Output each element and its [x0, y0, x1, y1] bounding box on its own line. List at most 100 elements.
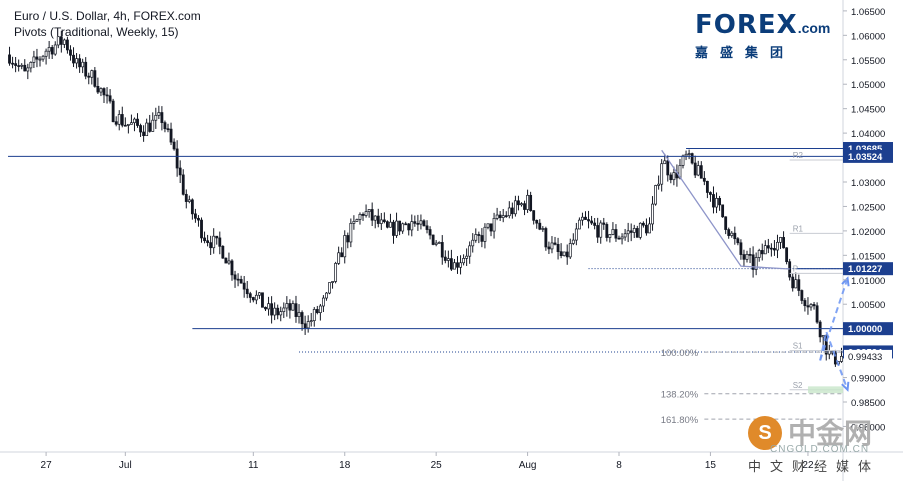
- candle-body: [574, 228, 578, 241]
- candle-body: [754, 257, 758, 270]
- candle-body: [593, 222, 597, 226]
- candle-body: [407, 223, 411, 231]
- candle-body: [148, 122, 152, 132]
- time-axis[interactable]: 27 Jul 11 18 25 Aug 8 15 22: [41, 452, 814, 471]
- candle-body: [590, 220, 594, 224]
- chart-title: Euro / U.S. Dollar, 4h, FOREX.com Pivots…: [14, 8, 201, 40]
- candle-body: [523, 203, 526, 210]
- candle-body: [833, 352, 837, 365]
- candle-body: [93, 70, 97, 87]
- candle-body: [705, 180, 709, 193]
- x-tick-label: 22: [802, 460, 814, 471]
- price-label-bg: [844, 349, 892, 363]
- candle-body: [794, 279, 798, 289]
- candle-body: [584, 216, 587, 220]
- candle-body: [233, 274, 237, 280]
- fib-label: 138.20%: [661, 390, 699, 401]
- candle-body: [41, 55, 45, 60]
- y-tick-label: 1.01000: [851, 276, 885, 287]
- candle-body: [623, 233, 627, 238]
- candle-body: [760, 250, 764, 255]
- candle-body: [769, 247, 773, 250]
- candle-body: [200, 219, 203, 239]
- candle-body: [382, 219, 386, 223]
- candle-body: [809, 304, 813, 308]
- candle-body: [532, 210, 536, 221]
- candle-body: [334, 263, 338, 282]
- candle-body: [550, 242, 554, 250]
- candle-body: [779, 237, 782, 243]
- candle-body: [26, 67, 30, 72]
- candle-body: [206, 240, 210, 243]
- candle-body: [108, 95, 112, 102]
- y-tick-label: 1.04500: [851, 105, 885, 116]
- price-label-box: [843, 149, 893, 163]
- candle-body: [626, 230, 630, 235]
- candle-body: [105, 94, 109, 97]
- candle-body: [117, 114, 121, 125]
- candle-body: [197, 217, 200, 221]
- candle-body: [797, 279, 801, 291]
- candle-body: [282, 307, 286, 312]
- candle-body: [425, 225, 429, 230]
- candle-body: [632, 228, 636, 233]
- candle-body: [212, 235, 216, 249]
- candle-body: [507, 207, 511, 217]
- candle-body: [120, 114, 124, 126]
- watermark-tagline: 中文财经媒体: [748, 460, 881, 475]
- candle-body: [306, 321, 310, 329]
- candle-body: [803, 300, 807, 307]
- candle-body: [648, 223, 651, 234]
- candle-body: [245, 288, 249, 295]
- candle-body: [126, 123, 130, 126]
- y-tick-label: 0.98500: [851, 398, 885, 409]
- candle-body: [440, 242, 444, 258]
- candle-body: [702, 177, 706, 182]
- candle-body: [230, 260, 234, 276]
- candle-body: [614, 229, 618, 239]
- candle-body: [257, 292, 261, 296]
- candle-body: [462, 258, 466, 264]
- candle-body: [312, 309, 316, 322]
- candle-body: [328, 282, 331, 294]
- candle-body: [145, 122, 149, 137]
- candle-body: [608, 234, 612, 238]
- candle-body: [818, 321, 822, 338]
- candle-body: [379, 219, 383, 224]
- candle-body: [690, 153, 694, 164]
- candle-body: [315, 309, 319, 314]
- x-tick-label: Jul: [119, 460, 132, 471]
- candle-body: [596, 225, 600, 238]
- candle-body: [32, 56, 36, 63]
- price-axis[interactable]: 1.06500 1.06000 1.05500 1.05000 1.04500 1.040…: [843, 7, 885, 434]
- candle-body: [184, 193, 188, 202]
- candle-body: [318, 305, 322, 314]
- pivot-label: S1: [793, 342, 803, 351]
- candle-body: [474, 234, 478, 241]
- candle-body: [181, 174, 185, 195]
- price-label-box: [843, 322, 893, 336]
- projection-arrow: [819, 277, 849, 361]
- candle-body: [709, 192, 712, 195]
- candle-body: [791, 276, 795, 289]
- candle-body: [291, 303, 295, 311]
- candle-body: [72, 54, 75, 64]
- candle-body: [757, 250, 761, 258]
- candle-body: [489, 223, 493, 232]
- y-tick-label: 1.02500: [851, 202, 885, 213]
- x-tick-label: 18: [339, 460, 351, 471]
- candle-body: [242, 282, 246, 290]
- candle-body: [17, 65, 21, 67]
- price-label-text: 1.01227: [848, 264, 882, 275]
- arrowhead-icon: [841, 381, 850, 392]
- candle-body: [446, 258, 450, 261]
- candle-body: [401, 223, 405, 232]
- candle-body: [190, 199, 194, 215]
- x-tick-label: 15: [705, 460, 717, 471]
- x-tick-label: 27: [41, 460, 53, 471]
- arrowhead-icon: [841, 276, 850, 287]
- candle-body: [538, 222, 542, 230]
- candle-body: [696, 165, 700, 176]
- candle-body: [261, 292, 264, 308]
